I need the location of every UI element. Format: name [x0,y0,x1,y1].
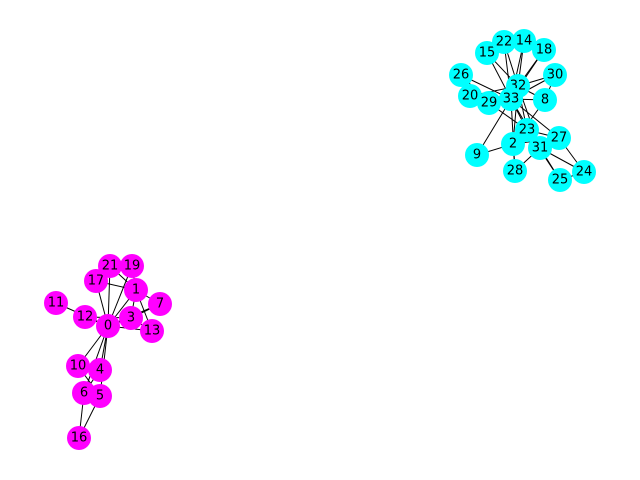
node-label: 9 [473,148,481,163]
node-circle [465,143,489,167]
node-label: 0 [104,319,112,334]
node-label: 2 [509,137,517,152]
node-circle [492,30,516,54]
graph-node-18: 18 [532,38,556,62]
graph-node-15: 15 [475,41,499,65]
node-circle [98,254,122,278]
node-label: 7 [156,297,164,312]
graph-node-21: 21 [98,254,122,278]
graph-node-20: 20 [458,84,482,108]
node-circle [66,354,90,378]
node-label: 25 [552,173,569,188]
graph-node-24: 24 [572,160,596,184]
node-label: 19 [124,259,141,274]
node-label: 18 [536,43,553,58]
graph-node-30: 30 [543,63,567,87]
node-label: 23 [519,123,536,138]
node-circle [96,314,120,338]
node-circle [148,292,172,316]
node-label: 16 [71,431,88,446]
node-circle [515,118,539,142]
node-circle [120,254,144,278]
graph-node-10: 10 [66,354,90,378]
node-circle [512,29,536,53]
graph-node-19: 19 [120,254,144,278]
node-circle [67,426,91,450]
node-circle [503,159,527,183]
node-circle [528,136,552,160]
graph-node-8: 8 [533,88,557,112]
graph-node-29: 29 [477,91,501,115]
node-label: 13 [144,324,161,339]
graph-node-27: 27 [547,126,571,150]
node-circle [533,88,557,112]
node-label: 1 [132,283,140,298]
graph-node-28: 28 [503,159,527,183]
node-label: 21 [102,259,119,274]
graph-node-17: 17 [84,269,108,293]
node-circle [140,319,164,343]
node-label: 31 [532,141,549,156]
node-label: 8 [541,93,549,108]
node-label: 33 [503,92,520,107]
graph-node-11: 11 [44,291,68,315]
graph-node-25: 25 [548,168,572,192]
node-circle [458,84,482,108]
node-label: 10 [70,359,87,374]
node-label: 15 [479,46,496,61]
node-circle [72,381,96,405]
graph-node-33: 33 [499,87,523,111]
node-circle [44,291,68,315]
node-circle [572,160,596,184]
node-label: 3 [127,311,135,326]
graph-node-3: 3 [119,306,143,330]
node-label: 27 [551,131,568,146]
node-circle [532,38,556,62]
graph-node-0: 0 [96,314,120,338]
node-label: 5 [96,389,104,404]
graph-node-14: 14 [512,29,536,53]
graph-node-9: 9 [465,143,489,167]
node-circle [543,63,567,87]
node-circle [88,358,112,382]
node-label: 20 [462,89,479,104]
node-label: 24 [576,165,593,180]
node-circle [499,87,523,111]
node-label: 14 [516,34,533,49]
node-label: 6 [80,386,88,401]
node-circle [547,126,571,150]
node-label: 4 [96,363,104,378]
graph-node-22: 22 [492,30,516,54]
node-label: 26 [453,68,470,83]
node-circle [84,269,108,293]
node-label: 28 [507,164,524,179]
node-label: 29 [481,96,498,111]
node-circle [477,91,501,115]
graph-node-1: 1 [124,278,148,302]
node-circle [548,168,572,192]
node-circle [449,63,473,87]
node-circle [73,305,97,329]
node-label: 22 [496,35,513,50]
graph-node-16: 16 [67,426,91,450]
graph-node-12: 12 [73,305,97,329]
graph-node-13: 13 [140,319,164,343]
node-label: 11 [48,296,65,311]
graph-node-31: 31 [528,136,552,160]
node-circle [119,306,143,330]
graph-node-23: 23 [515,118,539,142]
node-label: 12 [77,310,94,325]
graph-node-7: 7 [148,292,172,316]
node-label: 17 [88,274,105,289]
graph-node-4: 4 [88,358,112,382]
graph-node-26: 26 [449,63,473,87]
graph-node-6: 6 [72,381,96,405]
node-circle [475,41,499,65]
node-circle [124,278,148,302]
node-label: 30 [547,68,564,83]
